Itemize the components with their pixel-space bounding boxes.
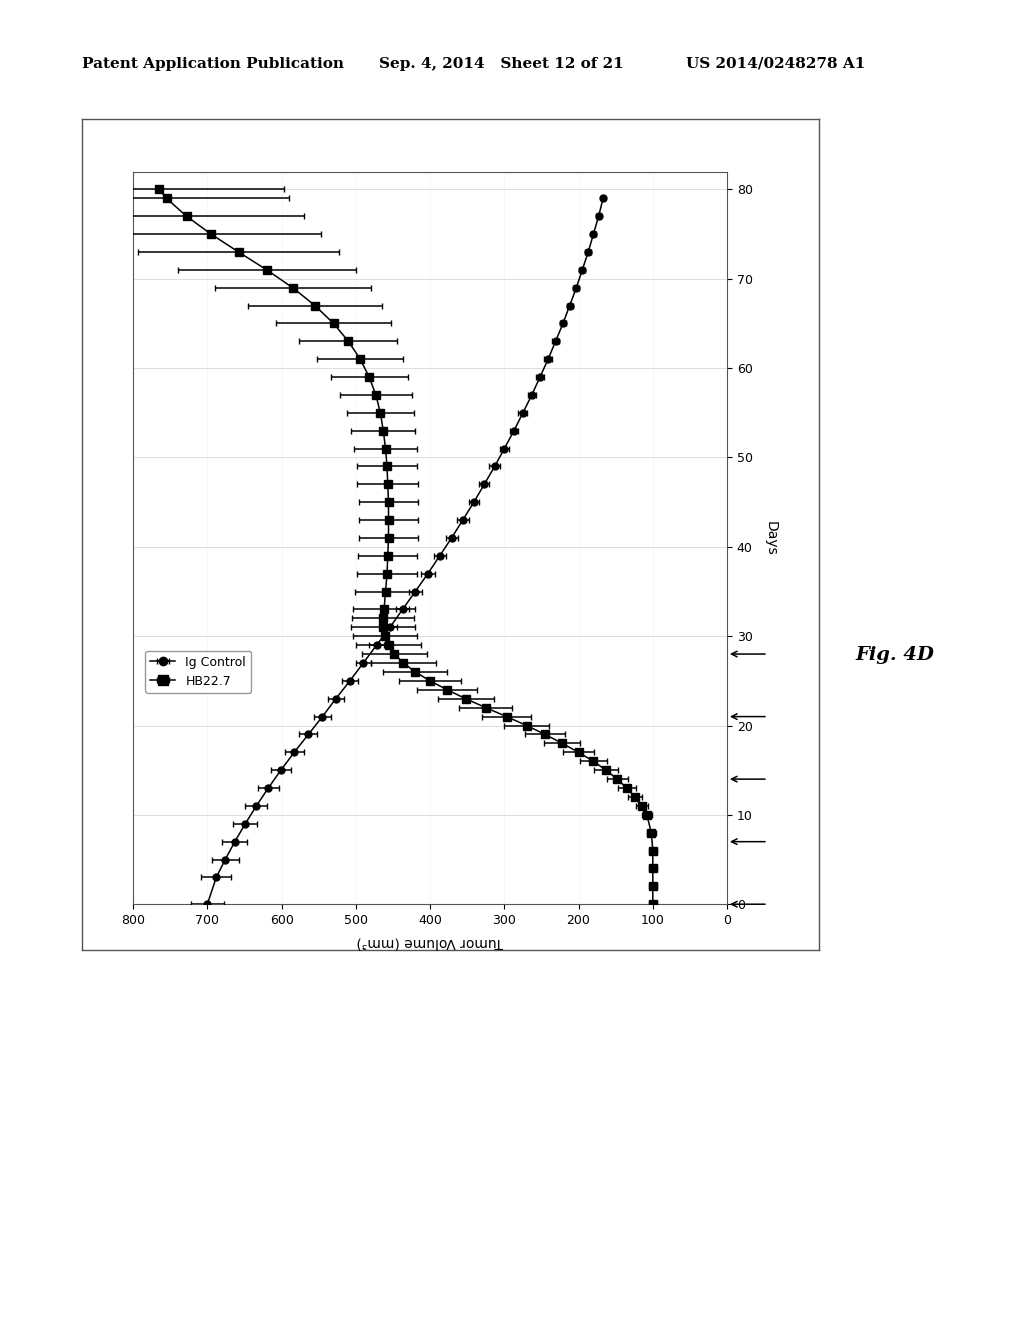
Text: Fig. 4D: Fig. 4D bbox=[855, 645, 934, 664]
Text: Patent Application Publication: Patent Application Publication bbox=[82, 57, 344, 71]
X-axis label: Tumor Volume (mm³): Tumor Volume (mm³) bbox=[356, 936, 504, 949]
Legend: Ig Control, HB22.7: Ig Control, HB22.7 bbox=[145, 651, 251, 693]
Text: US 2014/0248278 A1: US 2014/0248278 A1 bbox=[686, 57, 865, 71]
Y-axis label: Days: Days bbox=[764, 520, 778, 556]
Text: Sep. 4, 2014   Sheet 12 of 21: Sep. 4, 2014 Sheet 12 of 21 bbox=[379, 57, 624, 71]
